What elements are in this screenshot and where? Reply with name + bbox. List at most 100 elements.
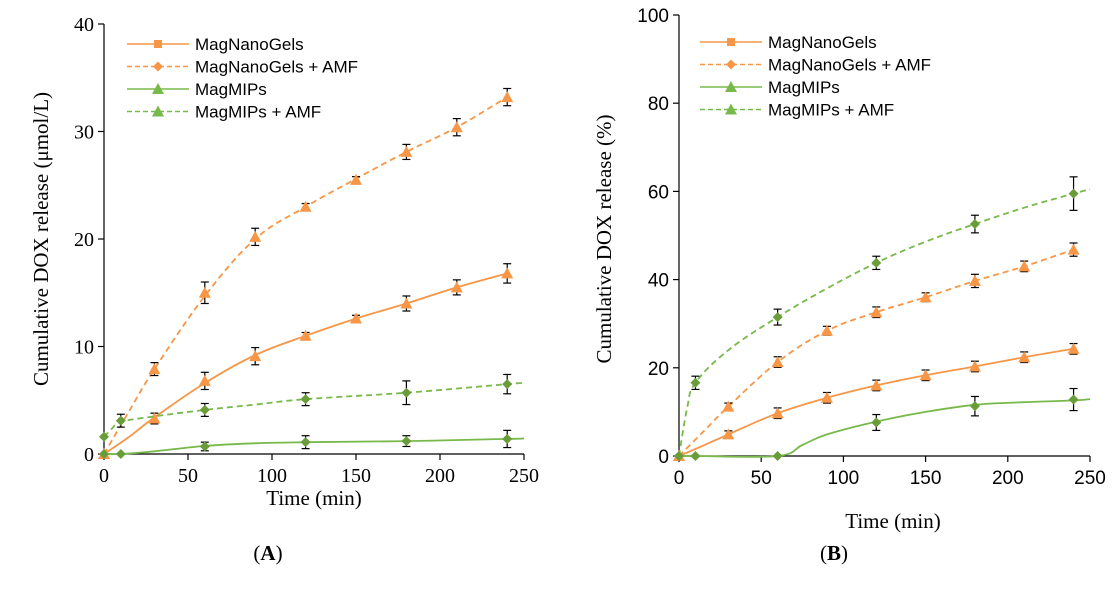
chart-a-xlabel: Time (min) [266,486,361,510]
series-line [103,272,508,455]
y-tick-label: 0 [658,447,669,468]
legend-marker [152,83,164,94]
panel-label-b-letter: B [827,541,841,565]
chart-a-legend: MagNanoGels MagNanoGels + AMF MagMIPs MagMI… [127,35,358,122]
x-tick-label: 250 [509,465,539,487]
data-point [299,329,312,341]
data-point [198,374,211,386]
y-tick-label: 30 [74,122,94,144]
series-line [678,188,1091,457]
series-0 [98,263,514,459]
data-point [1018,260,1031,272]
data-point [722,428,735,440]
data-point [299,200,312,212]
data-point [502,433,513,444]
panel-label-a-close: ) [276,541,283,565]
data-point [99,431,109,442]
panel-label-b-close: ) [841,541,848,565]
legend-label: MagMIPs [195,80,267,99]
chart-a: Cumulative DOX release (μmol/L) Time (mi… [29,14,539,510]
panel-label-a-open: ( [253,541,260,565]
data-point [502,379,513,390]
legend-marker [725,81,737,92]
legend-label: MagNanoGels + AMF [195,58,358,77]
legend-label: MagNanoGels [195,35,304,54]
data-point [1067,342,1080,354]
series-line [103,96,508,455]
data-point [690,451,701,461]
chart-b-axes: 0 20 40 60 80 100 0 50 100 150 200 250 [637,6,1106,489]
x-tick-label: 50 [178,465,198,487]
chart-b: Cumulative DOX release (%) Time (min) 0 2… [592,6,1106,533]
panel-label-a: (A) [253,541,282,565]
data-point [1068,188,1079,199]
data-point [99,449,109,459]
data-point [870,306,883,318]
x-tick-label: 250 [1074,468,1106,489]
series-line [103,382,525,438]
data-point [771,407,784,419]
data-point [969,219,980,230]
data-point [820,391,833,403]
data-point [1068,394,1079,405]
data-point [772,451,783,461]
x-tick-label: 50 [751,468,772,489]
data-point [968,360,981,372]
legend-label: MagNanoGels + AMF [768,56,931,75]
legend-entry: MagMIPs + AMF [700,101,894,120]
data-point [820,324,833,336]
legend-marker [153,61,163,72]
legend-label: MagNanoGels [768,33,877,52]
series-line [678,347,1074,457]
y-tick-label: 80 [648,94,669,115]
legend-entry: MagMIPs + AMF [127,103,321,122]
x-tick-label: 100 [257,465,287,487]
data-point [919,291,932,303]
chart-b-legend: MagNanoGels MagNanoGels + AMF MagMIPs MagMI… [700,33,931,120]
data-point [249,230,262,242]
data-point [674,451,684,461]
data-point [350,173,362,185]
series-line [103,437,525,456]
data-point [919,369,932,381]
legend-marker [152,105,164,117]
series-2 [99,429,525,459]
panel-label-b-open: ( [820,541,827,565]
legend-marker [154,40,162,48]
x-tick-label: 0 [99,465,109,487]
data-point [199,441,210,452]
chart-a-ylabel: Cumulative DOX release (μmol/L) [29,92,53,386]
y-tick-label: 20 [74,229,94,251]
x-tick-label: 100 [828,468,860,489]
data-point [969,401,980,412]
data-point [115,449,126,459]
x-tick-label: 200 [992,468,1024,489]
data-point [501,91,514,103]
data-point [198,286,211,298]
y-tick-label: 20 [648,359,669,380]
data-point [870,379,883,391]
data-point [300,394,311,405]
data-point [400,297,413,309]
data-point [249,350,262,362]
chart-b-ylabel: Cumulative DOX release (%) [592,114,616,363]
data-point [450,121,463,133]
series-1 [98,87,514,459]
data-point [148,412,161,424]
y-tick-label: 40 [648,271,669,292]
chart-a-axes: 0 10 20 30 40 0 50 100 150 200 250 [74,14,539,487]
x-tick-label: 0 [674,468,685,489]
y-tick-label: 40 [74,14,94,36]
y-tick-label: 100 [637,6,669,27]
data-point [400,145,413,157]
data-point [772,312,783,323]
legend-entry: MagMIPs [127,80,267,99]
data-point [1018,351,1031,363]
y-tick-label: 10 [74,337,94,359]
series-3 [99,373,525,442]
data-point [1067,243,1080,255]
data-point [501,267,514,279]
legend-entry: MagNanoGels [700,33,877,52]
data-point [450,281,463,293]
